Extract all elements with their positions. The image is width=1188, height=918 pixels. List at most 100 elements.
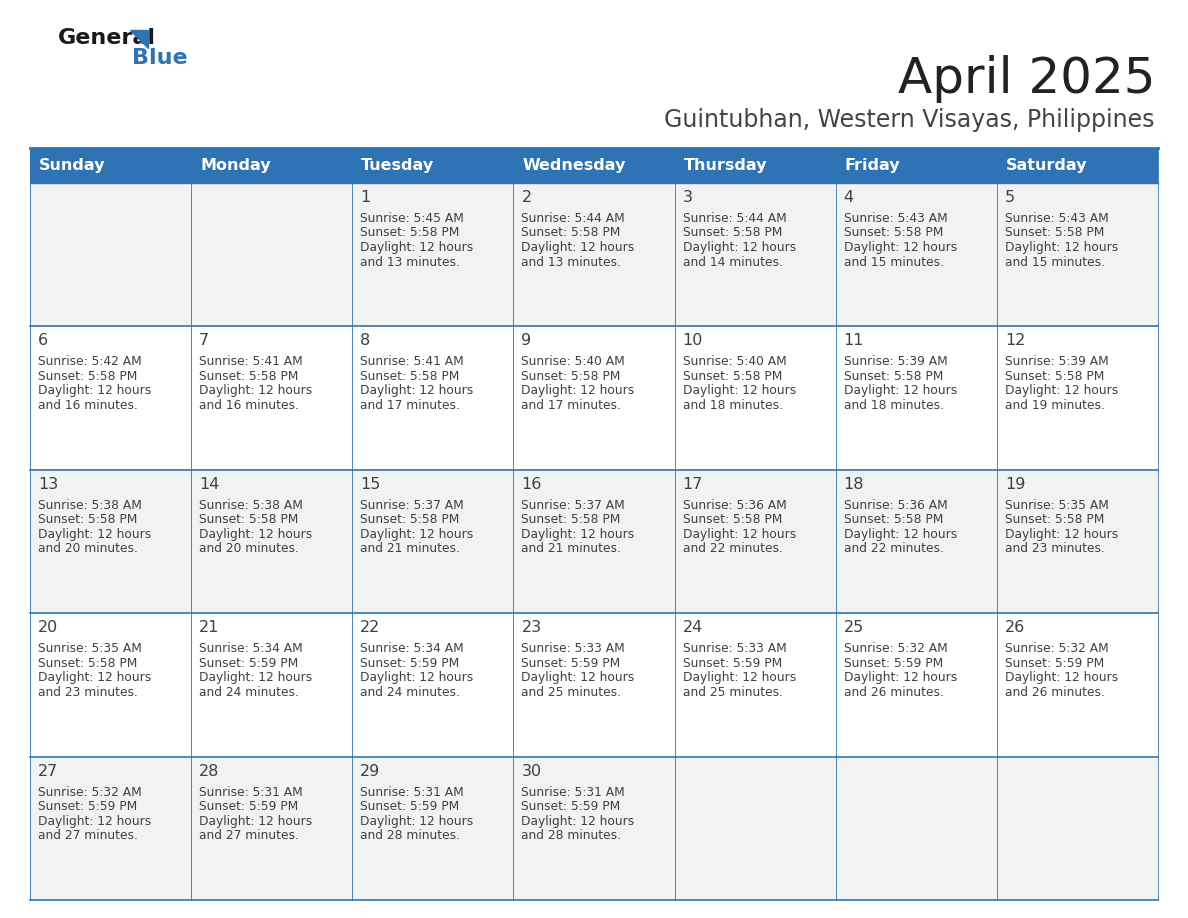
Text: and 18 minutes.: and 18 minutes. [683,399,783,412]
Text: Sunrise: 5:42 AM: Sunrise: 5:42 AM [38,355,141,368]
Bar [513,327,675,470]
Text: Sunrise: 5:33 AM: Sunrise: 5:33 AM [683,643,786,655]
Text: Sunset: 5:58 PM: Sunset: 5:58 PM [522,513,621,526]
Text: and 28 minutes.: and 28 minutes. [360,829,460,842]
Bar [835,148,997,183]
Text: Daylight: 12 hours: Daylight: 12 hours [522,671,634,684]
Text: Sunrise: 5:37 AM: Sunrise: 5:37 AM [360,498,465,512]
Text: Wednesday: Wednesday [523,158,626,173]
Bar [675,470,835,613]
Text: Daylight: 12 hours: Daylight: 12 hours [38,671,151,684]
Text: April 2025: April 2025 [897,55,1155,103]
Text: and 23 minutes.: and 23 minutes. [1005,543,1105,555]
Text: Daylight: 12 hours: Daylight: 12 hours [1005,385,1118,397]
Text: Sunrise: 5:44 AM: Sunrise: 5:44 AM [522,212,625,225]
Text: and 14 minutes.: and 14 minutes. [683,255,783,268]
Text: 27: 27 [38,764,58,778]
Text: and 15 minutes.: and 15 minutes. [843,255,943,268]
Text: Sunrise: 5:36 AM: Sunrise: 5:36 AM [843,498,948,512]
Text: 3: 3 [683,190,693,205]
Bar [675,327,835,470]
Bar [997,613,1158,756]
Text: Sunrise: 5:39 AM: Sunrise: 5:39 AM [1005,355,1108,368]
Text: Sunrise: 5:41 AM: Sunrise: 5:41 AM [200,355,303,368]
Text: Daylight: 12 hours: Daylight: 12 hours [38,528,151,541]
Text: and 20 minutes.: and 20 minutes. [200,543,299,555]
Text: and 13 minutes.: and 13 minutes. [522,255,621,268]
Text: Sunset: 5:59 PM: Sunset: 5:59 PM [38,800,138,813]
Bar [353,470,513,613]
Text: Daylight: 12 hours: Daylight: 12 hours [522,385,634,397]
Text: Sunrise: 5:35 AM: Sunrise: 5:35 AM [1005,498,1108,512]
Bar [30,183,191,327]
Text: Sunrise: 5:40 AM: Sunrise: 5:40 AM [683,355,786,368]
Text: 19: 19 [1005,476,1025,492]
Text: Sunset: 5:58 PM: Sunset: 5:58 PM [360,370,460,383]
Text: 11: 11 [843,333,864,349]
Text: 22: 22 [360,621,380,635]
Text: and 22 minutes.: and 22 minutes. [843,543,943,555]
Text: Sunset: 5:59 PM: Sunset: 5:59 PM [843,656,943,670]
Text: Guintubhan, Western Visayas, Philippines: Guintubhan, Western Visayas, Philippines [664,108,1155,132]
Text: Daylight: 12 hours: Daylight: 12 hours [843,385,958,397]
Bar [30,148,191,183]
Text: 6: 6 [38,333,49,349]
Text: 21: 21 [200,621,220,635]
Text: and 18 minutes.: and 18 minutes. [843,399,943,412]
Text: Blue: Blue [132,48,188,68]
Text: Sunrise: 5:34 AM: Sunrise: 5:34 AM [200,643,303,655]
Text: Sunset: 5:58 PM: Sunset: 5:58 PM [360,227,460,240]
Text: Sunrise: 5:32 AM: Sunrise: 5:32 AM [38,786,141,799]
Text: Daylight: 12 hours: Daylight: 12 hours [1005,528,1118,541]
Text: and 23 minutes.: and 23 minutes. [38,686,138,699]
Text: Daylight: 12 hours: Daylight: 12 hours [683,671,796,684]
Bar [191,470,353,613]
Bar [835,613,997,756]
Bar [191,327,353,470]
Bar [191,613,353,756]
Text: Sunrise: 5:43 AM: Sunrise: 5:43 AM [1005,212,1108,225]
Text: Daylight: 12 hours: Daylight: 12 hours [200,528,312,541]
Text: and 21 minutes.: and 21 minutes. [522,543,621,555]
Text: 23: 23 [522,621,542,635]
Text: Daylight: 12 hours: Daylight: 12 hours [522,528,634,541]
Text: Sunset: 5:58 PM: Sunset: 5:58 PM [843,227,943,240]
Text: Sunrise: 5:35 AM: Sunrise: 5:35 AM [38,643,141,655]
Text: Friday: Friday [845,158,901,173]
Text: Daylight: 12 hours: Daylight: 12 hours [843,241,958,254]
Bar [675,756,835,900]
Text: Daylight: 12 hours: Daylight: 12 hours [360,241,474,254]
Text: Sunrise: 5:44 AM: Sunrise: 5:44 AM [683,212,786,225]
Text: Sunset: 5:58 PM: Sunset: 5:58 PM [1005,370,1104,383]
Text: Sunset: 5:58 PM: Sunset: 5:58 PM [38,513,138,526]
Bar [353,613,513,756]
Text: and 22 minutes.: and 22 minutes. [683,543,783,555]
Polygon shape [129,30,148,48]
Text: Daylight: 12 hours: Daylight: 12 hours [522,814,634,828]
Text: Sunrise: 5:37 AM: Sunrise: 5:37 AM [522,498,625,512]
Text: Sunset: 5:59 PM: Sunset: 5:59 PM [522,656,620,670]
Text: Sunrise: 5:32 AM: Sunrise: 5:32 AM [843,643,948,655]
Text: Sunset: 5:58 PM: Sunset: 5:58 PM [1005,513,1104,526]
Text: Sunset: 5:58 PM: Sunset: 5:58 PM [522,370,621,383]
Text: Sunset: 5:58 PM: Sunset: 5:58 PM [1005,227,1104,240]
Text: Sunrise: 5:34 AM: Sunrise: 5:34 AM [360,643,465,655]
Text: Daylight: 12 hours: Daylight: 12 hours [843,528,958,541]
Text: Daylight: 12 hours: Daylight: 12 hours [1005,241,1118,254]
Bar [675,148,835,183]
Bar [191,183,353,327]
Text: Daylight: 12 hours: Daylight: 12 hours [683,528,796,541]
Text: 25: 25 [843,621,864,635]
Text: Sunrise: 5:31 AM: Sunrise: 5:31 AM [360,786,465,799]
Bar [353,183,513,327]
Text: Daylight: 12 hours: Daylight: 12 hours [200,671,312,684]
Text: and 24 minutes.: and 24 minutes. [360,686,460,699]
Text: Sunrise: 5:36 AM: Sunrise: 5:36 AM [683,498,786,512]
Text: Daylight: 12 hours: Daylight: 12 hours [200,385,312,397]
Text: 2: 2 [522,190,531,205]
Text: 12: 12 [1005,333,1025,349]
Text: Sunrise: 5:43 AM: Sunrise: 5:43 AM [843,212,948,225]
Text: and 27 minutes.: and 27 minutes. [200,829,299,842]
Text: Sunset: 5:58 PM: Sunset: 5:58 PM [38,656,138,670]
Text: Sunrise: 5:39 AM: Sunrise: 5:39 AM [843,355,948,368]
